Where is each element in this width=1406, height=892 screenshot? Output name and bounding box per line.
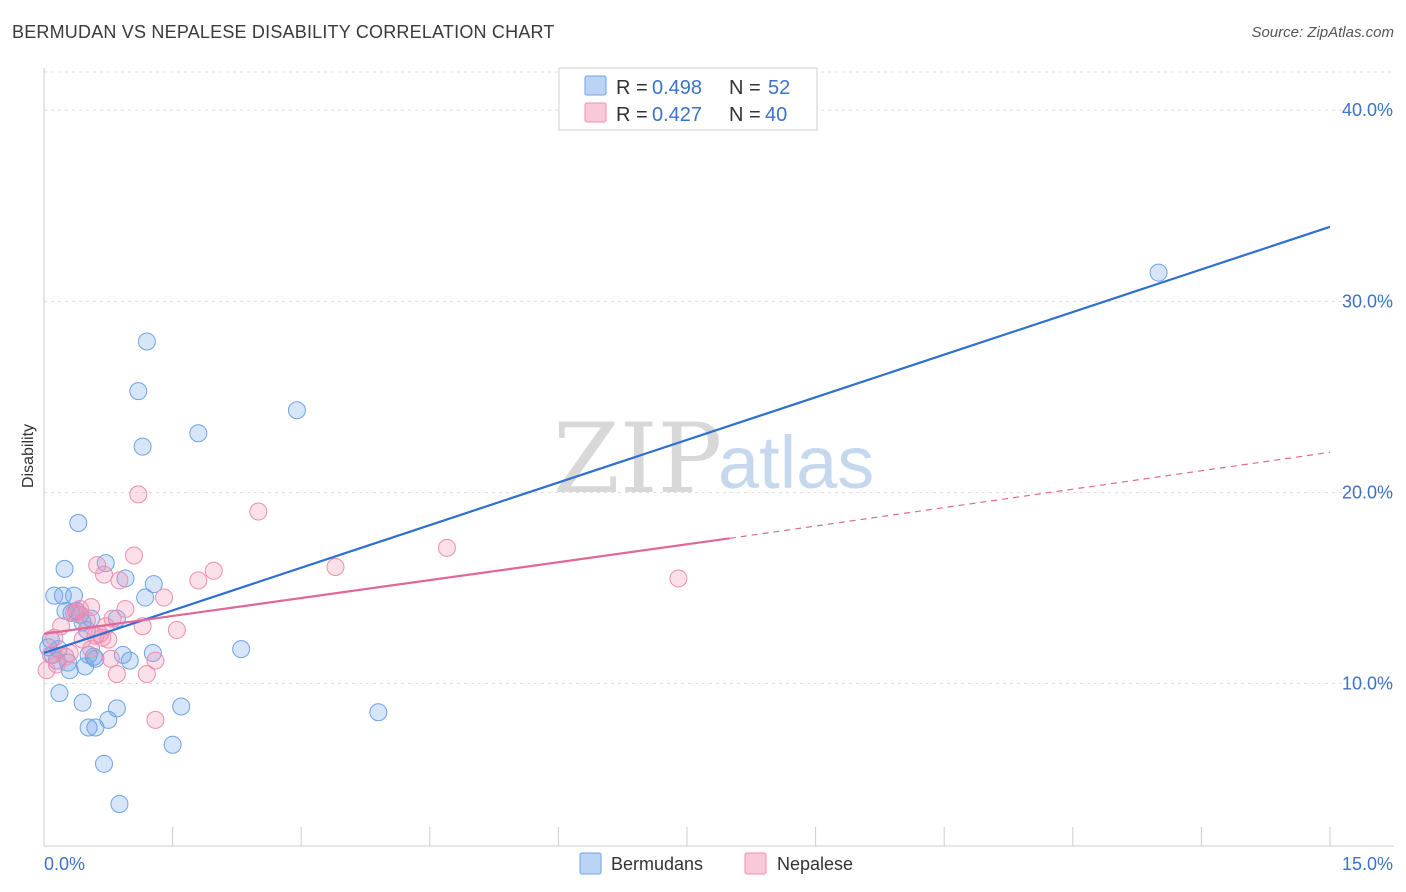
data-point-bermudans [232, 640, 251, 659]
data-point-nepalese [95, 565, 114, 584]
y-axis-title: Disability [20, 424, 37, 488]
legend-n-label-nepalese: N = [729, 104, 761, 126]
data-point-nepalese [326, 557, 345, 576]
grid-lines [44, 71, 1394, 685]
bottom-legend-swatch-nepalese [744, 852, 767, 875]
legend-swatch-nepalese [584, 102, 607, 123]
legend-r-value-bermudans: 0.498 [652, 77, 702, 99]
data-point-nepalese [146, 651, 165, 670]
series-legend: Bermudans Nepalese [579, 852, 853, 875]
bottom-legend-label-nepalese: Nepalese [777, 854, 853, 874]
data-point-bermudans [1149, 263, 1168, 282]
data-point-nepalese [82, 640, 101, 659]
data-point-nepalese [204, 561, 223, 580]
data-point-bermudans [172, 697, 191, 716]
data-point-nepalese [189, 571, 208, 590]
data-point-nepalese [82, 598, 101, 617]
data-point-bermudans [69, 514, 88, 533]
legend-r-value-nepalese: 0.427 [652, 104, 702, 126]
data-point-nepalese [669, 569, 688, 588]
data-point-bermudans [163, 735, 182, 754]
data-point-bermudans [110, 794, 129, 813]
data-point-nepalese [249, 502, 268, 521]
bermudans-points [39, 263, 1168, 813]
data-point-bermudans [144, 575, 163, 594]
data-point-bermudans [120, 651, 139, 670]
bottom-legend-label-bermudans: Bermudans [611, 854, 703, 874]
y-tick-label: 20.0% [1342, 482, 1393, 502]
data-point-nepalese [146, 710, 165, 729]
legend-r-label-bermudans: R = [616, 77, 648, 99]
data-point-bermudans [137, 332, 156, 351]
trend-line-bermudans [43, 225, 1331, 655]
data-point-nepalese [437, 538, 456, 557]
y-tick-label: 40.0% [1342, 100, 1393, 120]
data-point-bermudans [189, 424, 208, 443]
legend-swatch-bermudans [584, 75, 607, 96]
data-point-nepalese [167, 621, 186, 640]
bottom-legend-swatch-bermudans [579, 852, 602, 875]
nepalese-points [37, 485, 688, 729]
legend-n-value-bermudans: 52 [768, 77, 790, 99]
watermark-zip: ZIP [553, 403, 722, 515]
data-point-bermudans [129, 382, 148, 401]
data-point-nepalese [155, 588, 174, 607]
x-tick-label: 15.0% [1342, 854, 1393, 874]
x-tick-label: 0.0% [44, 854, 85, 874]
data-point-bermudans [95, 754, 114, 773]
legend-n-value-nepalese: 40 [765, 104, 787, 126]
data-point-nepalese [41, 645, 60, 664]
chart-title: BERMUDAN VS NEPALESE DISABILITY CORRELAT… [12, 22, 555, 42]
axes [43, 68, 1394, 847]
data-point-nepalese [110, 571, 129, 590]
data-point-nepalese [125, 546, 144, 565]
trend-line-nepalese [43, 537, 731, 635]
data-point-nepalese [129, 485, 148, 504]
correlation-legend: R = 0.498 N = 52 R = 0.427 N = 40 [558, 67, 818, 131]
data-point-nepalese [116, 600, 135, 619]
legend-r-label-nepalese: R = [616, 104, 648, 126]
source-label: Source: ZipAtlas.com [1251, 24, 1394, 41]
watermark-atlas: atlas [718, 421, 874, 504]
watermark: ZIP atlas [553, 403, 874, 515]
trend-lines [43, 225, 1331, 655]
data-point-bermudans [287, 401, 306, 420]
x-tick-labels: 0.0% 15.0% [44, 854, 1393, 874]
data-point-nepalese [88, 556, 107, 575]
data-point-bermudans [369, 703, 388, 722]
data-point-nepalese [101, 649, 120, 668]
data-point-bermudans [79, 718, 98, 737]
data-point-bermudans [55, 559, 74, 578]
trend-line-nepalese-extension [729, 451, 1331, 539]
y-tick-label: 10.0% [1342, 674, 1393, 694]
data-point-bermudans [136, 588, 155, 607]
data-point-bermudans [107, 699, 126, 718]
data-point-bermudans [86, 649, 105, 668]
legend-n-label-bermudans: N = [729, 77, 761, 99]
data-point-bermudans [133, 437, 152, 456]
data-point-bermudans [73, 693, 92, 712]
y-tick-labels: 10.0% 20.0% 30.0% 40.0% [1342, 100, 1393, 693]
y-tick-label: 30.0% [1342, 291, 1393, 311]
data-point-nepalese [137, 665, 156, 683]
data-point-bermudans [50, 684, 69, 703]
data-point-nepalese [107, 665, 126, 683]
data-point-nepalese [71, 600, 90, 619]
